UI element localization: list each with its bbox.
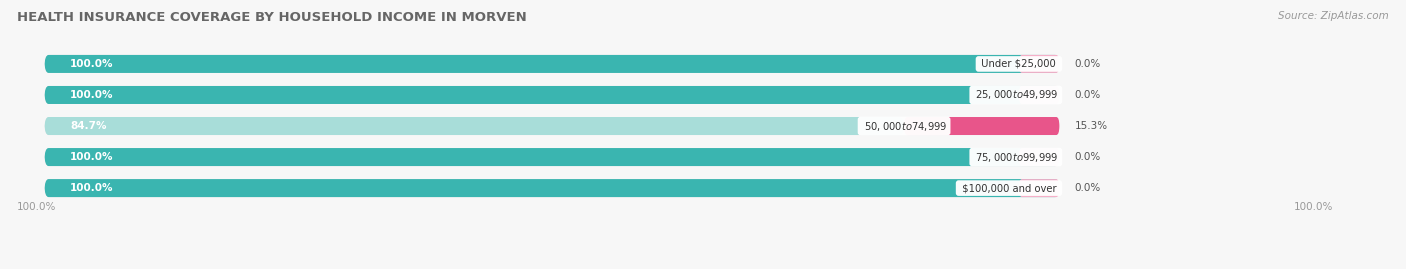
Text: 84.7%: 84.7% [70,121,107,131]
FancyBboxPatch shape [45,55,1059,73]
FancyBboxPatch shape [45,117,904,135]
FancyBboxPatch shape [45,117,1059,135]
Text: 0.0%: 0.0% [1074,183,1101,193]
Text: HEALTH INSURANCE COVERAGE BY HOUSEHOLD INCOME IN MORVEN: HEALTH INSURANCE COVERAGE BY HOUSEHOLD I… [17,11,527,24]
Text: 100.0%: 100.0% [70,152,114,162]
Text: 0.0%: 0.0% [1074,59,1101,69]
FancyBboxPatch shape [45,86,1059,104]
FancyBboxPatch shape [45,55,1059,73]
Text: 100.0%: 100.0% [1294,202,1333,212]
Text: Source: ZipAtlas.com: Source: ZipAtlas.com [1278,11,1389,21]
FancyBboxPatch shape [1019,55,1059,73]
Text: 100.0%: 100.0% [70,90,114,100]
FancyBboxPatch shape [1019,86,1059,104]
Text: 100.0%: 100.0% [17,202,56,212]
FancyBboxPatch shape [45,86,1059,104]
FancyBboxPatch shape [1019,179,1059,197]
Text: Under $25,000: Under $25,000 [979,59,1059,69]
FancyBboxPatch shape [45,179,1059,197]
Text: 0.0%: 0.0% [1074,90,1101,100]
Text: 0.0%: 0.0% [1074,152,1101,162]
Text: $100,000 and over: $100,000 and over [959,183,1059,193]
Text: 100.0%: 100.0% [70,183,114,193]
Text: $50,000 to $74,999: $50,000 to $74,999 [860,119,948,133]
FancyBboxPatch shape [904,117,1059,135]
FancyBboxPatch shape [45,148,1059,166]
Text: $25,000 to $49,999: $25,000 to $49,999 [972,89,1059,101]
Text: $75,000 to $99,999: $75,000 to $99,999 [972,151,1059,164]
FancyBboxPatch shape [45,179,1059,197]
FancyBboxPatch shape [1019,148,1059,166]
FancyBboxPatch shape [45,148,1059,166]
Text: 15.3%: 15.3% [1074,121,1108,131]
Text: 100.0%: 100.0% [70,59,114,69]
